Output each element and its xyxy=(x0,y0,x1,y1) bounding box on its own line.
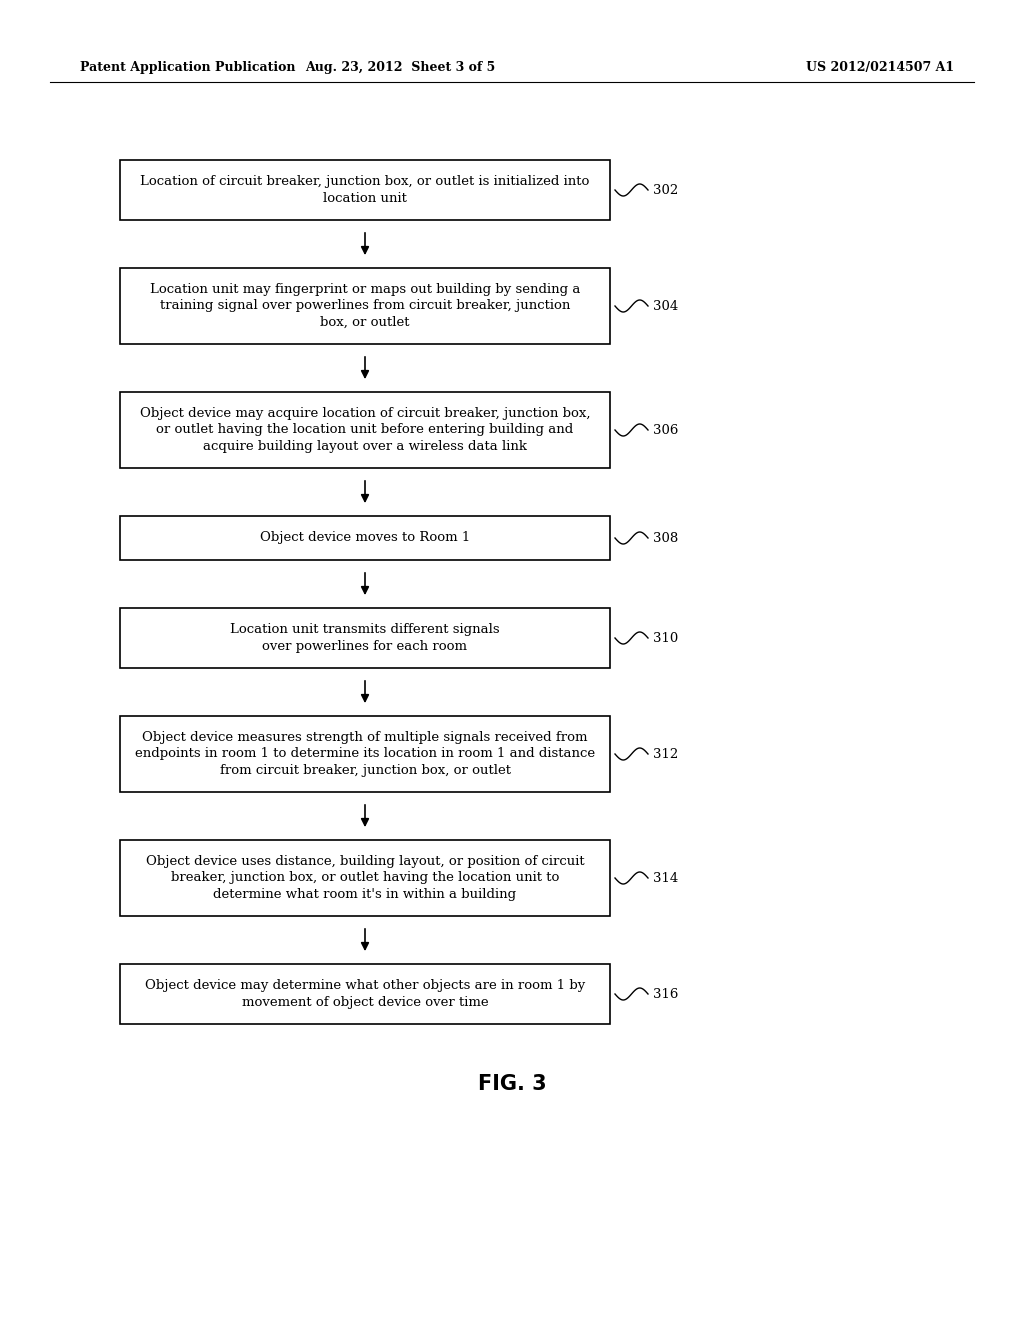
Text: 304: 304 xyxy=(653,300,678,313)
Bar xyxy=(120,609,610,668)
Text: Object device moves to Room 1: Object device moves to Room 1 xyxy=(260,532,470,544)
Text: 306: 306 xyxy=(653,424,678,437)
Text: Object device measures strength of multiple signals received from
endpoints in r: Object device measures strength of multi… xyxy=(135,731,595,777)
Bar xyxy=(120,160,610,220)
Bar xyxy=(120,840,610,916)
Text: 310: 310 xyxy=(653,631,678,644)
Text: Object device may acquire location of circuit breaker, junction box,
or outlet h: Object device may acquire location of ci… xyxy=(139,407,590,453)
Bar xyxy=(120,964,610,1024)
Text: FIG. 3: FIG. 3 xyxy=(477,1074,547,1094)
Text: Location of circuit breaker, junction box, or outlet is initialized into
locatio: Location of circuit breaker, junction bo… xyxy=(140,176,590,205)
Bar xyxy=(120,392,610,469)
Text: Location unit may fingerprint or maps out building by sending a
training signal : Location unit may fingerprint or maps ou… xyxy=(150,282,581,329)
Text: 316: 316 xyxy=(653,987,678,1001)
Text: Aug. 23, 2012  Sheet 3 of 5: Aug. 23, 2012 Sheet 3 of 5 xyxy=(305,62,496,74)
Bar xyxy=(120,516,610,560)
Bar xyxy=(120,268,610,345)
Text: 302: 302 xyxy=(653,183,678,197)
Text: Location unit transmits different signals
over powerlines for each room: Location unit transmits different signal… xyxy=(230,623,500,653)
Bar xyxy=(120,715,610,792)
Text: Object device may determine what other objects are in room 1 by
movement of obje: Object device may determine what other o… xyxy=(144,979,585,1008)
Text: Patent Application Publication: Patent Application Publication xyxy=(80,62,296,74)
Text: 308: 308 xyxy=(653,532,678,544)
Text: 312: 312 xyxy=(653,747,678,760)
Text: Object device uses distance, building layout, or position of circuit
breaker, ju: Object device uses distance, building la… xyxy=(145,855,585,902)
Text: 314: 314 xyxy=(653,871,678,884)
Text: US 2012/0214507 A1: US 2012/0214507 A1 xyxy=(806,62,954,74)
